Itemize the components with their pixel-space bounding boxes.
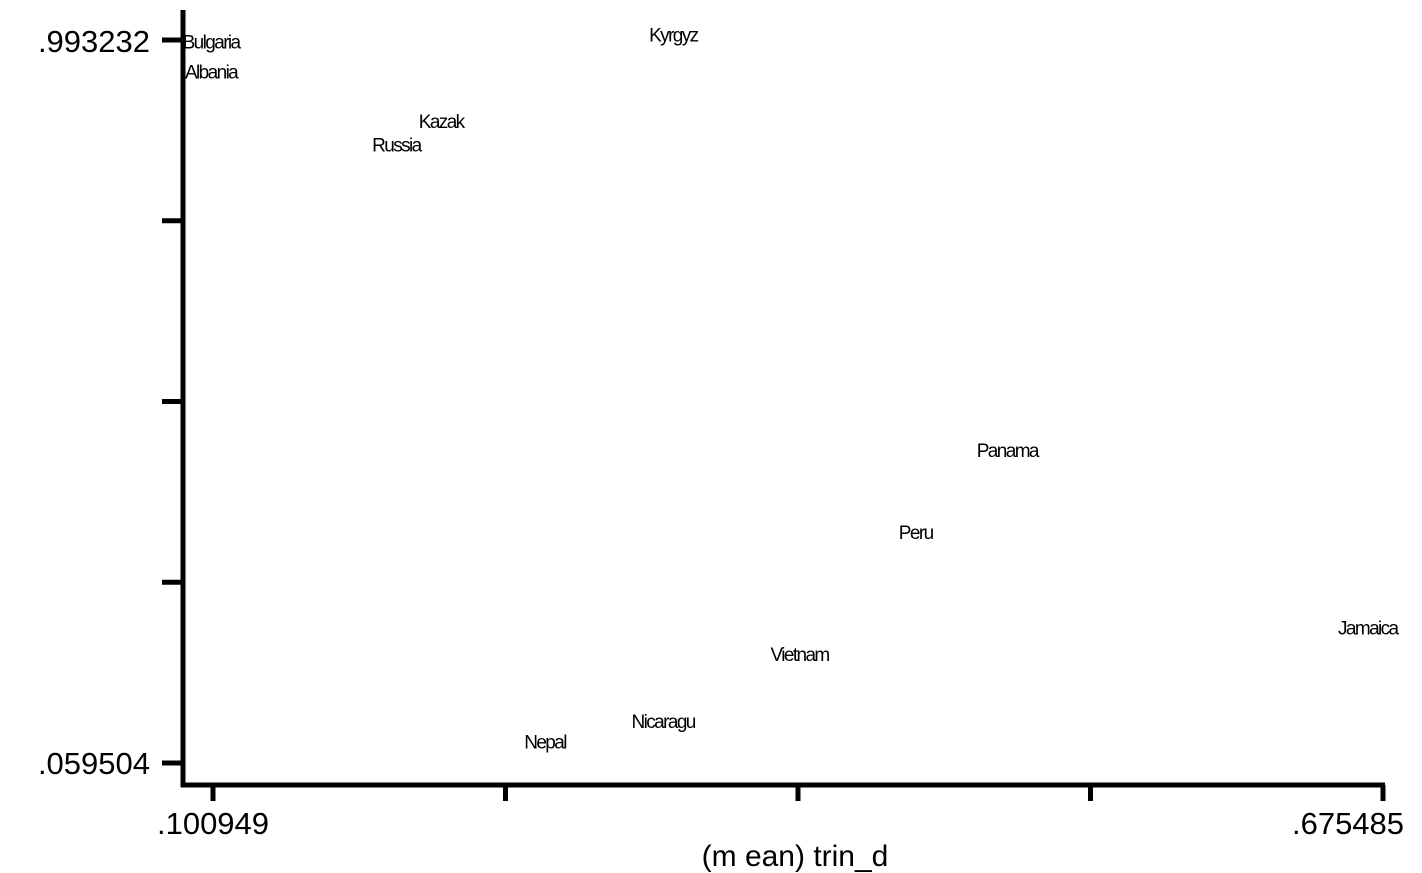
y-tick-label-top: .993232 [38, 24, 150, 59]
point-label-panama: Panama [977, 441, 1040, 462]
point-label-peru: Peru [899, 523, 934, 544]
ticks [162, 37, 1386, 801]
x-axis-title: (m ean) trin_d [702, 840, 889, 873]
axes [180, 10, 1385, 788]
point-label-russia: Russia [372, 135, 423, 156]
x-tick-label-right: .675485 [1292, 806, 1404, 841]
point-label-albania: Albania [185, 62, 239, 83]
point-label-kazak: Kazak [419, 112, 466, 133]
point-label-jamaica: Jamaica [1338, 618, 1400, 639]
y-tick-label-bottom: .059504 [38, 746, 150, 781]
point-label-bulgaria: Bulgaria [183, 32, 242, 53]
point-label-vietnam: Vietnam [771, 645, 830, 666]
point-label-nepal: Nepal [524, 732, 566, 753]
clipped-text-row: TABLE Xtk of ik d and t b b t dx b f [2, 870, 1421, 873]
tick-labels: .993232 .059504 .100949 .675485 [38, 24, 1404, 841]
point-label-kyrgyz: Kyrgyz [649, 25, 699, 46]
x-tick-label-left: .100949 [157, 806, 269, 841]
point-label-nicaragu: Nicaragu [632, 712, 696, 733]
